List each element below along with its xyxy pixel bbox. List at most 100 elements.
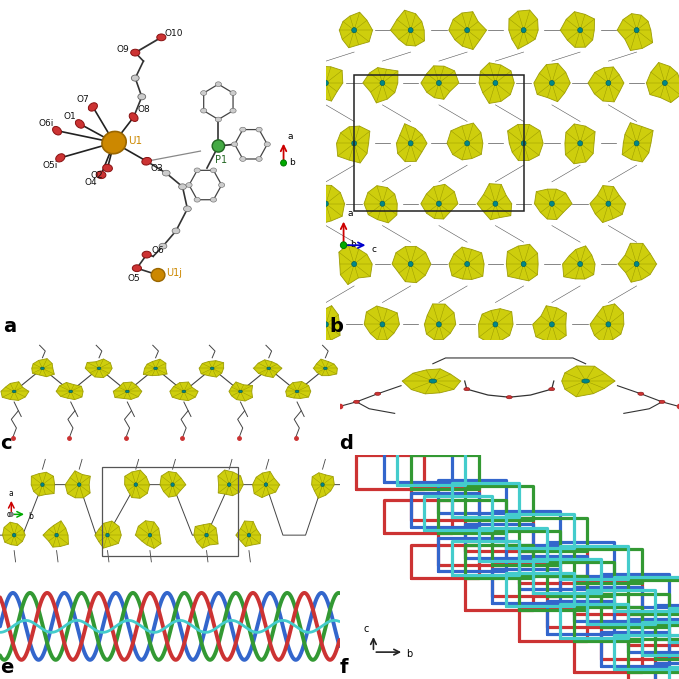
- Polygon shape: [565, 124, 595, 164]
- Polygon shape: [1, 382, 29, 401]
- Circle shape: [578, 28, 583, 33]
- Text: b: b: [289, 158, 295, 166]
- Circle shape: [205, 533, 208, 537]
- Polygon shape: [479, 62, 514, 103]
- Circle shape: [464, 388, 470, 390]
- Ellipse shape: [219, 183, 225, 187]
- Polygon shape: [3, 522, 25, 545]
- Circle shape: [354, 400, 359, 403]
- Text: P1: P1: [215, 155, 227, 165]
- Polygon shape: [563, 246, 595, 279]
- Ellipse shape: [103, 164, 112, 172]
- Circle shape: [659, 400, 665, 403]
- Polygon shape: [402, 369, 460, 394]
- Polygon shape: [421, 184, 458, 219]
- Ellipse shape: [194, 198, 200, 202]
- Text: a: a: [287, 132, 293, 141]
- Polygon shape: [447, 123, 483, 160]
- Ellipse shape: [162, 170, 170, 176]
- Polygon shape: [509, 10, 538, 49]
- Text: d: d: [340, 434, 353, 453]
- Polygon shape: [199, 361, 223, 377]
- Ellipse shape: [102, 132, 126, 153]
- Ellipse shape: [212, 140, 225, 152]
- Polygon shape: [392, 246, 431, 282]
- Text: b: b: [329, 317, 344, 336]
- Ellipse shape: [210, 198, 217, 202]
- Polygon shape: [314, 359, 337, 375]
- Text: O10: O10: [164, 29, 183, 38]
- Circle shape: [238, 390, 242, 392]
- Circle shape: [352, 261, 356, 267]
- Circle shape: [267, 367, 271, 369]
- Circle shape: [634, 141, 639, 146]
- Circle shape: [464, 141, 470, 146]
- Circle shape: [578, 141, 583, 146]
- Circle shape: [380, 322, 385, 327]
- Ellipse shape: [186, 183, 192, 187]
- Circle shape: [437, 322, 441, 327]
- Polygon shape: [31, 472, 54, 496]
- Text: b: b: [29, 512, 33, 521]
- Text: c: c: [371, 245, 376, 254]
- Text: O6i: O6i: [39, 119, 54, 128]
- Polygon shape: [312, 306, 340, 343]
- Polygon shape: [229, 382, 253, 401]
- Circle shape: [153, 367, 158, 369]
- Circle shape: [634, 28, 639, 33]
- Circle shape: [97, 367, 101, 369]
- Polygon shape: [56, 382, 83, 400]
- Polygon shape: [113, 382, 142, 399]
- Circle shape: [148, 533, 151, 537]
- Circle shape: [638, 392, 644, 395]
- Polygon shape: [135, 521, 161, 549]
- Circle shape: [507, 396, 512, 399]
- Ellipse shape: [256, 157, 262, 162]
- Ellipse shape: [232, 142, 238, 147]
- Ellipse shape: [256, 127, 262, 132]
- Circle shape: [493, 201, 498, 206]
- Ellipse shape: [183, 206, 191, 212]
- Polygon shape: [312, 473, 334, 498]
- Circle shape: [578, 261, 583, 267]
- Text: O1: O1: [63, 112, 76, 121]
- Circle shape: [352, 141, 356, 146]
- Ellipse shape: [215, 82, 221, 87]
- Text: O8: O8: [138, 105, 151, 114]
- Polygon shape: [617, 14, 653, 50]
- Ellipse shape: [200, 91, 207, 95]
- Polygon shape: [421, 66, 459, 99]
- Circle shape: [549, 80, 554, 86]
- Polygon shape: [646, 62, 679, 103]
- Polygon shape: [340, 12, 373, 48]
- Circle shape: [323, 322, 329, 327]
- Polygon shape: [170, 382, 198, 401]
- Circle shape: [352, 28, 356, 33]
- Circle shape: [437, 201, 441, 206]
- Circle shape: [41, 367, 44, 369]
- Polygon shape: [560, 12, 595, 48]
- Text: b: b: [405, 648, 412, 659]
- Polygon shape: [479, 309, 513, 344]
- Ellipse shape: [215, 117, 221, 122]
- Ellipse shape: [240, 157, 246, 162]
- Polygon shape: [32, 359, 54, 377]
- Circle shape: [549, 388, 555, 390]
- Text: O6: O6: [151, 246, 164, 255]
- Text: O4: O4: [84, 178, 97, 187]
- Ellipse shape: [142, 158, 151, 165]
- Polygon shape: [532, 306, 566, 342]
- Polygon shape: [364, 185, 397, 223]
- Polygon shape: [618, 243, 657, 282]
- Circle shape: [247, 533, 251, 537]
- Circle shape: [429, 379, 437, 383]
- Polygon shape: [622, 123, 653, 162]
- Ellipse shape: [88, 103, 98, 111]
- Circle shape: [375, 392, 381, 395]
- Polygon shape: [534, 189, 572, 219]
- Text: U1: U1: [128, 136, 143, 146]
- Circle shape: [340, 242, 347, 249]
- Ellipse shape: [159, 243, 167, 249]
- Polygon shape: [236, 521, 261, 547]
- Ellipse shape: [179, 184, 187, 189]
